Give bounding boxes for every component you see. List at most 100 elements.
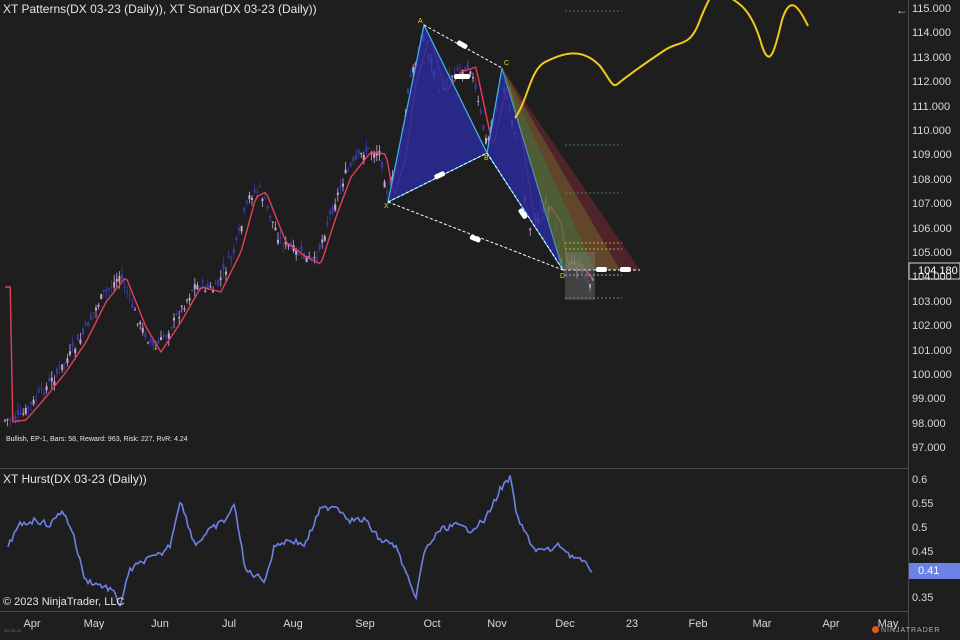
candle-body <box>162 334 165 338</box>
time-axis-label: Apr <box>822 618 840 630</box>
candle-body <box>183 308 186 310</box>
candle-body <box>261 198 264 202</box>
candle-body <box>269 215 272 218</box>
candle-body <box>529 228 532 230</box>
candle-body <box>191 289 194 292</box>
candle-body <box>373 153 376 158</box>
price-panel-title: XT Patterns(DX 03-23 (Daily)), XT Sonar(… <box>3 2 317 16</box>
candle-body <box>222 263 225 270</box>
candle-body <box>48 377 51 382</box>
candle-body <box>4 419 6 421</box>
hurst-axis-label: 0.5 <box>912 522 928 534</box>
time-axis-label: Dec <box>555 618 575 630</box>
candle-body <box>479 110 482 114</box>
candle-body <box>121 274 123 280</box>
candle-body <box>576 267 578 271</box>
candle-body <box>368 147 370 149</box>
candle-body <box>308 256 311 258</box>
candle-body <box>591 279 594 281</box>
candle-body <box>204 290 207 293</box>
candle-body <box>30 402 32 404</box>
candle-body <box>342 183 344 187</box>
candle-body <box>451 75 454 77</box>
price-axis-label: 109.000 <box>912 149 952 162</box>
candle-body <box>214 283 217 285</box>
candle-body <box>128 293 131 296</box>
price-axis-label: 107.000 <box>912 198 952 211</box>
candle-body <box>266 205 269 208</box>
candle-body <box>56 368 58 375</box>
candle-body <box>253 189 256 193</box>
candle-body <box>58 366 61 368</box>
price-axis-label: 99.000 <box>912 393 946 406</box>
candle-body <box>131 303 134 308</box>
candle-body <box>141 327 144 333</box>
candle-body <box>295 249 298 255</box>
time-axis-label: Nov <box>487 618 507 630</box>
price-axis-label: 106.000 <box>912 222 952 235</box>
candle-body <box>565 264 568 270</box>
hurst-value-bg <box>909 563 960 579</box>
candle-body <box>50 377 53 382</box>
time-axis-label: Mar <box>752 618 772 630</box>
candle-body <box>105 289 108 292</box>
candle-body <box>24 408 27 414</box>
candle-body <box>258 186 261 188</box>
candle-body <box>251 197 253 200</box>
candle-body <box>370 152 373 155</box>
price-axis-label: 100.000 <box>912 369 952 381</box>
candle-body <box>487 137 490 141</box>
candle-body <box>74 348 77 354</box>
candle-body <box>230 257 233 259</box>
price-axis-label: 114.000 <box>912 27 951 40</box>
candle-body <box>570 260 573 264</box>
hurst-panel-title: XT Hurst(DX 03-23 (Daily)) <box>3 472 147 486</box>
candle-body <box>82 328 84 334</box>
candle-body <box>165 335 168 337</box>
candle-body <box>196 285 199 290</box>
price-axis-label: 97.000 <box>912 442 946 455</box>
candle-body <box>53 381 56 386</box>
arrow-left-icon[interactable]: ← <box>896 3 908 17</box>
candle-body <box>482 124 485 130</box>
candle-body <box>76 334 79 340</box>
candle-body <box>178 316 181 319</box>
candle-body <box>573 260 576 266</box>
candle-body <box>71 342 74 347</box>
candle-body <box>555 225 558 232</box>
hurst-axis-label: 0.6 <box>912 474 928 486</box>
pattern-point-b: B <box>484 155 489 162</box>
candle-body <box>568 262 571 266</box>
candle-body <box>92 311 95 313</box>
candle-body <box>6 419 9 421</box>
candle-body <box>32 399 35 405</box>
candle-body <box>40 387 43 389</box>
candle-body <box>206 283 209 288</box>
candle-body <box>232 249 235 254</box>
price-axis-label: 103.000 <box>912 295 952 308</box>
candle-body <box>563 271 565 273</box>
candle-body <box>108 288 110 290</box>
time-axis-label: Aug <box>283 618 303 630</box>
candle-body <box>43 392 45 395</box>
candle-body <box>310 257 313 259</box>
candle-body <box>412 66 415 73</box>
candle-body <box>461 69 464 75</box>
candle-body <box>284 241 287 245</box>
candle-body <box>287 244 290 247</box>
candle-body <box>235 236 238 241</box>
candle-body <box>355 154 357 160</box>
candle-body <box>581 267 584 269</box>
candle-body <box>69 351 71 355</box>
candle-body <box>300 246 303 252</box>
pattern-point-labels: X A B C D <box>384 18 565 280</box>
candle-body <box>297 254 300 256</box>
candle-body <box>201 280 204 283</box>
candle-body <box>17 409 19 416</box>
candle-body <box>336 192 339 196</box>
candle-body <box>256 191 259 193</box>
candle-body <box>318 243 321 250</box>
candle-body <box>323 235 326 241</box>
candle-body <box>277 239 279 244</box>
